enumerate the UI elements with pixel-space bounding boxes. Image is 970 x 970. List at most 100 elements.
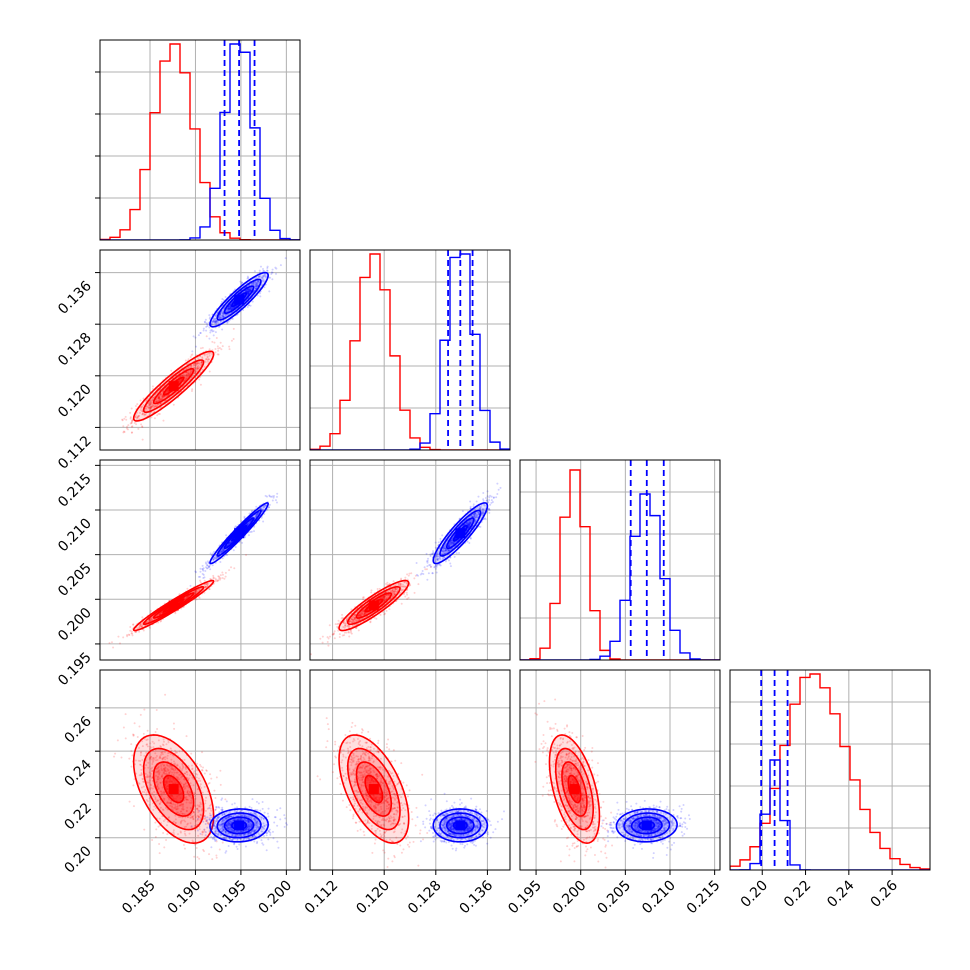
sample-point: [221, 571, 224, 574]
sample-point: [159, 612, 162, 615]
sample-point: [136, 416, 139, 419]
sample-point: [184, 368, 187, 371]
sample-point: [230, 307, 233, 310]
sample-point: [222, 315, 225, 318]
sample-point: [360, 612, 363, 615]
sample-point: [216, 579, 219, 582]
sample-point: [245, 290, 248, 293]
sample-point: [141, 426, 144, 429]
sample-point: [387, 593, 390, 596]
sample-point: [186, 370, 189, 373]
sample-point: [488, 496, 491, 499]
sample-point: [228, 569, 231, 572]
sample-point: [192, 335, 195, 338]
sample-point: [221, 548, 224, 551]
sample-point: [358, 613, 361, 616]
sample-point: [138, 626, 141, 629]
sample-point: [186, 375, 189, 378]
sample-point: [201, 568, 204, 571]
sample-point: [196, 367, 199, 370]
sample-point: [265, 276, 268, 279]
sample-point: [252, 530, 255, 533]
sample-point: [228, 541, 231, 544]
sample-point: [131, 632, 134, 635]
sample-point: [202, 329, 205, 332]
sample-point: [469, 500, 472, 503]
sample-point: [404, 595, 407, 598]
sample-point: [193, 366, 196, 369]
sample-point: [212, 319, 215, 322]
sample-point: [228, 305, 231, 308]
sample-point: [131, 425, 134, 428]
y-tick-label: 0.112: [55, 433, 95, 473]
sample-point: [274, 499, 277, 502]
sample-point: [252, 282, 255, 285]
sample-point: [139, 411, 142, 414]
sample-point: [271, 271, 274, 274]
sample-point: [149, 402, 152, 405]
sample-point: [228, 308, 231, 311]
sample-point: [391, 595, 394, 598]
sample-point: [269, 276, 272, 279]
sample-point: [205, 358, 208, 361]
sample-point: [396, 588, 399, 591]
sample-point: [155, 400, 158, 403]
sample-point: [209, 316, 212, 319]
sample-point: [227, 307, 230, 310]
sample-point: [134, 630, 137, 633]
sample-point: [145, 407, 148, 410]
sample-point: [406, 593, 409, 596]
sample-point: [211, 340, 214, 343]
sample-point: [353, 613, 356, 616]
sample-point: [220, 550, 223, 553]
sample-point: [407, 574, 410, 577]
sample-point: [351, 621, 354, 624]
sample-point: [359, 614, 362, 617]
sample-point: [129, 417, 132, 420]
sample-point: [213, 321, 216, 324]
sample-point: [348, 625, 351, 628]
sample-point: [148, 403, 151, 406]
sample-point: [208, 314, 211, 317]
sample-point: [266, 265, 269, 268]
sample-point: [227, 305, 230, 308]
sample-point: [129, 422, 132, 425]
sample-point: [203, 320, 206, 323]
sample-point: [141, 412, 144, 415]
sample-point: [362, 598, 365, 601]
sample-point: [205, 562, 208, 565]
sample-point: [130, 407, 133, 410]
sample-point: [204, 561, 207, 564]
sample-point: [369, 621, 372, 624]
sample-point: [232, 338, 235, 341]
sample-point: [204, 586, 207, 589]
sample-point: [185, 596, 188, 599]
sample-point: [141, 410, 144, 413]
sample-point: [332, 633, 335, 636]
sample-point: [385, 597, 388, 600]
sample-point: [212, 334, 215, 337]
sample-point: [240, 281, 243, 284]
sample-point: [378, 587, 381, 590]
sample-point: [228, 348, 231, 351]
y-tick-label: 0.205: [55, 560, 95, 600]
sample-point: [391, 589, 394, 592]
sample-point: [207, 561, 210, 564]
sample-point: [270, 495, 273, 498]
sample-point: [205, 322, 208, 325]
sample-point: [319, 637, 322, 640]
sample-point: [157, 413, 160, 416]
sample-point: [191, 388, 194, 391]
sample-point: [221, 549, 224, 552]
sample-point: [410, 572, 413, 575]
sample-point: [138, 625, 141, 628]
sample-point: [255, 284, 258, 287]
sample-point: [383, 596, 386, 599]
sample-point: [139, 625, 142, 628]
sample-point: [262, 280, 265, 283]
sample-point: [348, 620, 351, 623]
sample-point: [159, 613, 162, 616]
sample-point: [383, 595, 386, 598]
sample-point: [211, 320, 214, 323]
sample-point: [131, 634, 134, 637]
